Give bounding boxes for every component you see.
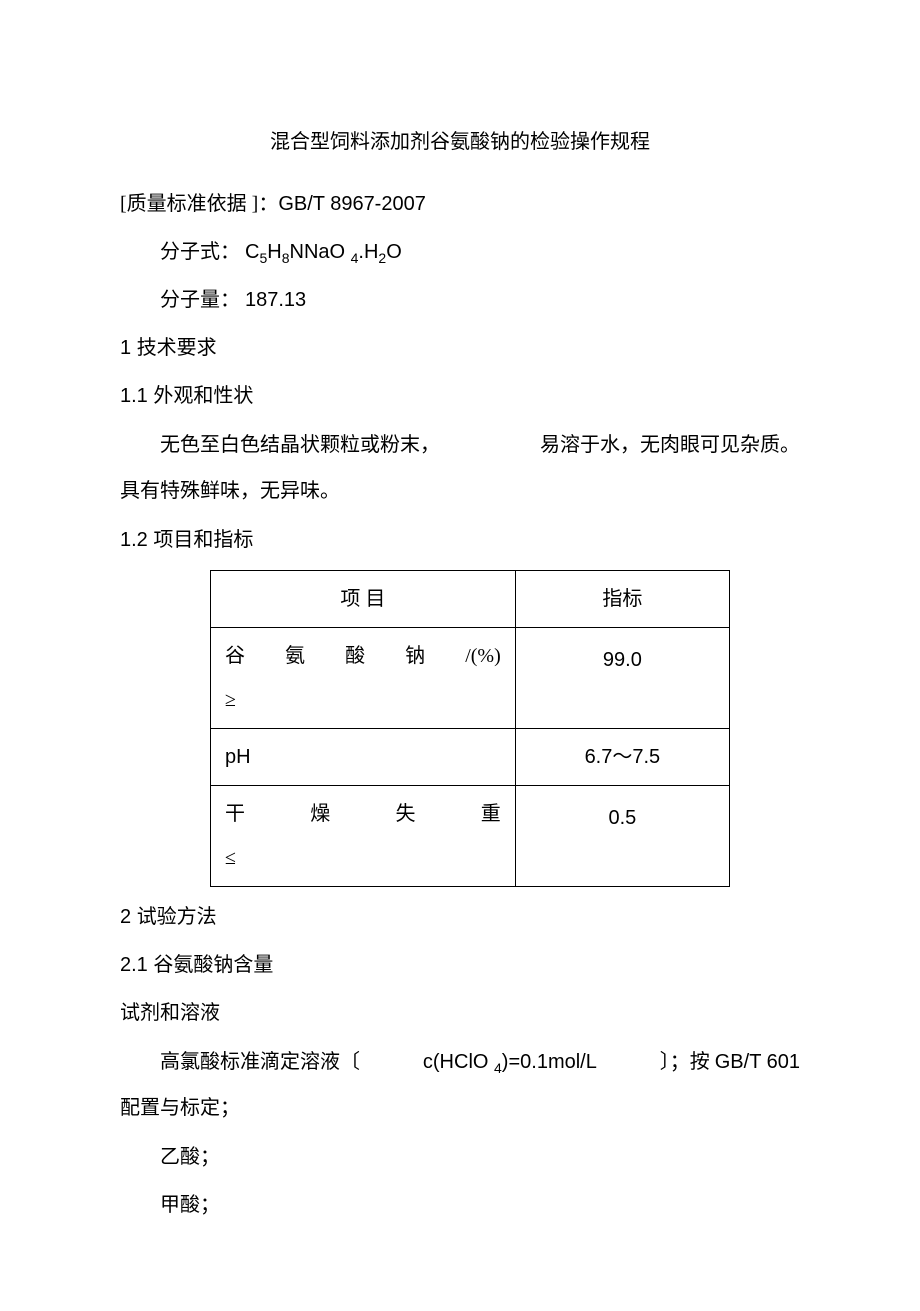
table-row: pH 6.7～7.5 bbox=[211, 729, 730, 786]
cell-spec-0: 99.0 bbox=[515, 628, 729, 729]
sec1-2-num: 1.2 bbox=[120, 529, 153, 551]
cell-item-2: 干 燥 失 重 ≤ bbox=[211, 786, 516, 887]
section-1: 1 技术要求 bbox=[120, 326, 800, 370]
acetic-line: 乙酸； bbox=[120, 1135, 800, 1179]
perchloric-paragraph: 高氯酸标准滴定溶液〔 c(HClO 4)=0.1mol/L 〕；按 GB/T 6… bbox=[120, 1039, 800, 1131]
standard-line: [质量标准依据 ]：GB/T 8967-2007 bbox=[120, 182, 800, 226]
sec1-1-text: 外观和性状 bbox=[153, 385, 253, 407]
row2-line1: 干 燥 失 重 bbox=[225, 792, 501, 836]
cell-spec-2: 0.5 bbox=[515, 786, 729, 887]
section-1-2: 1.2 项目和指标 bbox=[120, 518, 800, 562]
standard-code: GB/T 8967-2007 bbox=[278, 193, 426, 215]
cell-item-1: pH bbox=[211, 729, 516, 786]
section-2: 2 试验方法 bbox=[120, 895, 800, 939]
document-page: 混合型饲料添加剂谷氨酸钠的检验操作规程 [质量标准依据 ]：GB/T 8967-… bbox=[0, 0, 920, 1311]
mw-line: 分子量： 187.13 bbox=[120, 278, 800, 322]
document-title: 混合型饲料添加剂谷氨酸钠的检验操作规程 bbox=[120, 120, 800, 164]
formic-line: 甲酸； bbox=[120, 1183, 800, 1227]
molecular-formula: C5H8NNaO 4.H2O bbox=[245, 241, 402, 263]
sec1-num: 1 bbox=[120, 337, 137, 359]
sec2-1-num: 2.1 bbox=[120, 954, 153, 976]
sec2-text: 试验方法 bbox=[137, 906, 217, 928]
section-2-1: 2.1 谷氨酸钠含量 bbox=[120, 943, 800, 987]
sec1-2-text: 项目和指标 bbox=[153, 529, 253, 551]
perchloric-b: 〕；按 GB/T 601 bbox=[620, 1039, 800, 1085]
appearance-paragraph: 无色至白色结晶状颗粒或粉末， 易溶于水，无肉眼可见杂质。 具有特殊鲜味，无异味。 bbox=[120, 422, 800, 514]
formula-label: 分子式： bbox=[160, 241, 240, 263]
perchloric-a: 高氯酸标准滴定溶液〔 bbox=[120, 1039, 360, 1085]
standard-prefix: [质量标准依据 ]： bbox=[120, 193, 278, 215]
table-row: 干 燥 失 重 ≤ 0.5 bbox=[211, 786, 730, 887]
cell-item-0: 谷 氨 酸 钠 /(%) ≥ bbox=[211, 628, 516, 729]
mw-value: 187.13 bbox=[245, 289, 306, 311]
sec1-text: 技术要求 bbox=[137, 337, 217, 359]
mw-label: 分子量： bbox=[160, 289, 240, 311]
reagent-header: 试剂和溶液 bbox=[120, 991, 800, 1035]
header-spec: 指标 bbox=[515, 571, 729, 628]
sec1-1-num: 1.1 bbox=[120, 385, 153, 407]
row2-line2: ≤ bbox=[225, 836, 501, 880]
row0-line2: ≥ bbox=[225, 678, 501, 722]
perchloric-line2: 配置与标定； bbox=[120, 1085, 800, 1131]
row0-line1: 谷 氨 酸 钠 /(%) bbox=[225, 634, 501, 678]
spec-table: 项 目 指标 谷 氨 酸 钠 /(%) ≥ 99.0 pH 6.7～7.5 干 … bbox=[210, 570, 730, 887]
table-row: 谷 氨 酸 钠 /(%) ≥ 99.0 bbox=[211, 628, 730, 729]
section-1-1: 1.1 外观和性状 bbox=[120, 374, 800, 418]
appearance-p1b: 易溶于水，无肉眼可见杂质。 bbox=[540, 422, 800, 468]
header-item: 项 目 bbox=[211, 571, 516, 628]
appearance-p2: 具有特殊鲜味，无异味。 bbox=[120, 468, 800, 514]
formula-line: 分子式： C5H8NNaO 4.H2O bbox=[120, 230, 800, 274]
appearance-p1a: 无色至白色结晶状颗粒或粉末， bbox=[120, 422, 440, 468]
sec2-num: 2 bbox=[120, 906, 137, 928]
cell-spec-1: 6.7～7.5 bbox=[515, 729, 729, 786]
table-header-row: 项 目 指标 bbox=[211, 571, 730, 628]
perchloric-formula: c(HClO 4)=0.1mol/L bbox=[383, 1039, 597, 1085]
sec2-1-text: 谷氨酸钠含量 bbox=[153, 954, 273, 976]
